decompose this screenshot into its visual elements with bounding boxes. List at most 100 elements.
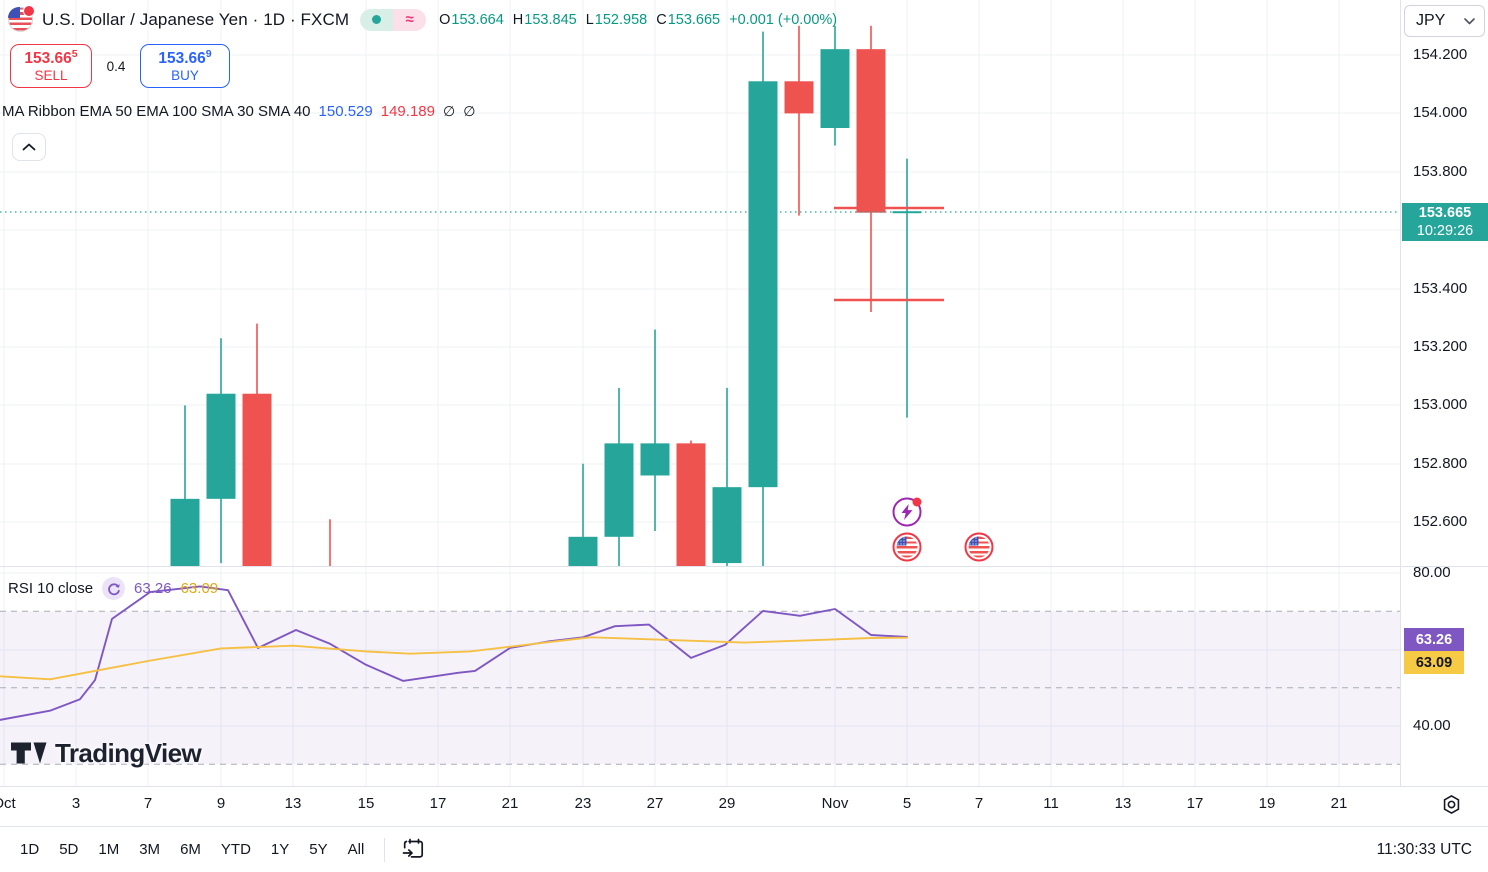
range-buttons: 1D 5D 1M 3M 6M YTD 1Y 5Y All xyxy=(10,836,374,863)
axis-settings-icon[interactable] xyxy=(1441,794,1462,820)
time-tick-label: 13 xyxy=(1114,795,1132,812)
candle-body[interactable] xyxy=(712,487,742,564)
range-button-5y[interactable]: 5Y xyxy=(299,836,337,863)
symbol-flag-icon[interactable] xyxy=(8,5,35,32)
price-axis[interactable]: JPY 154.200 154.000 153.800 153.400 153.200 1… xyxy=(1401,0,1488,786)
toolbar-divider xyxy=(384,837,386,862)
buy-price: 153.66 xyxy=(158,50,206,68)
time-axis[interactable]: Oct 3 7 9 13 15 17 21 23 27 29 Nov 5 7 11 13 17 19 21 xyxy=(0,787,1488,826)
price-axis-border xyxy=(1400,0,1401,786)
close-label: C xyxy=(656,11,667,28)
range-button-1d[interactable]: 1D xyxy=(10,836,49,863)
price-tick-label: 154.000 xyxy=(1413,104,1468,121)
candle-body[interactable] xyxy=(820,49,850,128)
rsi-legend: RSI 10 close 63.26 63.09 xyxy=(8,577,218,600)
candle-body[interactable] xyxy=(784,81,814,114)
price-tick-label: 154.200 xyxy=(1413,46,1468,63)
rsi-tick-label: 40.00 xyxy=(1413,717,1451,734)
economic-event-flag-icon[interactable] xyxy=(892,532,922,562)
range-button-all[interactable]: All xyxy=(338,836,375,863)
rsi-pane[interactable]: RSI 10 close 63.26 63.09 TradingView xyxy=(0,566,1400,786)
range-button-1m[interactable]: 1M xyxy=(88,836,129,863)
time-tick-label: 11 xyxy=(1043,795,1059,812)
ma-ribbon-null-1: ∅ xyxy=(442,103,456,119)
rsi-value-badge: 63.26 xyxy=(1404,628,1464,651)
ohlc-readout: O153.664 H153.845 L152.958 C153.665 +0.0… xyxy=(439,12,837,28)
range-button-5d[interactable]: 5D xyxy=(49,836,88,863)
price-tick-label: 153.800 xyxy=(1413,163,1468,180)
rsi-tick-label: 80.00 xyxy=(1413,564,1451,581)
time-tick-label: 17 xyxy=(1186,795,1204,812)
price-tick-label: 153.200 xyxy=(1413,338,1468,355)
chevron-down-icon xyxy=(1464,17,1475,24)
current-price-badge: 153.665 10:29:26 xyxy=(1402,203,1488,241)
high-value: 153.845 xyxy=(524,11,577,28)
candle-body[interactable] xyxy=(170,498,200,566)
time-tick-label: Oct xyxy=(0,795,16,812)
candle-body[interactable] xyxy=(568,536,598,566)
tradingview-logo[interactable]: TradingView xyxy=(10,738,202,769)
collapse-legend-button[interactable] xyxy=(12,133,46,161)
candle-body[interactable] xyxy=(206,393,236,499)
low-value: 152.958 xyxy=(594,11,648,28)
tradingview-wordmark: TradingView xyxy=(55,738,202,768)
ma-ribbon-value-2: 149.189 xyxy=(380,103,435,120)
range-button-3m[interactable]: 3M xyxy=(129,836,170,863)
candle-body[interactable] xyxy=(856,49,886,213)
candle-body[interactable] xyxy=(748,81,778,488)
calendar-arrow-icon xyxy=(402,838,424,858)
time-tick-label: Nov xyxy=(821,795,849,812)
candle-body[interactable] xyxy=(604,443,634,537)
sell-price: 153.66 xyxy=(24,50,72,68)
candlestick-chart xyxy=(0,0,1400,566)
sell-price-pip: 5 xyxy=(71,48,78,61)
range-button-6m[interactable]: 6M xyxy=(170,836,211,863)
economic-event-flash-icon[interactable] xyxy=(892,497,922,527)
price-tick-label: 152.800 xyxy=(1413,455,1468,472)
candle-body[interactable] xyxy=(892,211,922,214)
rsi-label: RSI 10 close xyxy=(8,580,94,597)
sell-label: SELL xyxy=(34,68,68,84)
close-value: 153.665 xyxy=(667,11,721,28)
candle-body[interactable] xyxy=(676,443,706,566)
market-status-toggle[interactable]: ≈ xyxy=(360,8,427,31)
price-tick-label: 153.400 xyxy=(1413,280,1468,297)
time-tick-label: 21 xyxy=(501,795,519,812)
buy-button[interactable]: 153.669 BUY xyxy=(140,44,230,88)
buy-price-pip: 9 xyxy=(205,48,212,61)
rsi-ma-value-badge: 63.09 xyxy=(1404,651,1464,674)
time-tick-label: 17 xyxy=(429,795,447,812)
time-tick-label: 7 xyxy=(143,795,153,812)
candle-body[interactable] xyxy=(242,393,272,566)
range-button-1y[interactable]: 1Y xyxy=(261,836,299,863)
status-dot-icon xyxy=(372,15,382,24)
time-tick-label: 3 xyxy=(71,795,81,812)
ma-ribbon-null-2: ∅ xyxy=(463,103,476,119)
rsi-refresh-icon[interactable] xyxy=(102,577,126,600)
rsi-series-rsi-ma xyxy=(0,636,908,681)
economic-event-flag-icon[interactable] xyxy=(964,532,994,562)
range-button-ytd[interactable]: YTD xyxy=(211,836,261,863)
pane-separator[interactable] xyxy=(0,566,1488,567)
ma-ribbon-legend[interactable]: MA Ribbon EMA 50 EMA 100 SMA 30 SMA 40 1… xyxy=(2,103,475,120)
open-label: O xyxy=(439,11,451,28)
buy-label: BUY xyxy=(171,68,199,84)
candle-body[interactable] xyxy=(640,443,670,476)
current-price: 153.665 xyxy=(1418,204,1472,221)
symbol-title[interactable]: U.S. Dollar / Japanese Yen · 1D · FXCM xyxy=(42,9,350,29)
change-value: +0.001 (+0.00%) xyxy=(729,11,838,28)
ma-ribbon-value-1: 150.529 xyxy=(318,103,373,120)
go-to-date-button[interactable] xyxy=(395,834,432,866)
rsi-ma-value: 63.09 xyxy=(180,580,219,597)
trade-panel: 153.665 SELL 0.4 153.669 BUY xyxy=(10,44,230,88)
time-tick-label: 29 xyxy=(718,795,736,812)
sell-button[interactable]: 153.665 SELL xyxy=(10,44,92,88)
time-tick-label: 7 xyxy=(974,795,984,812)
currency-dropdown[interactable]: JPY xyxy=(1404,5,1485,37)
time-tick-label: 27 xyxy=(646,795,664,812)
utc-clock[interactable]: 11:30:33 UTC xyxy=(1376,840,1472,858)
price-chart-pane[interactable] xyxy=(0,0,1400,566)
toolbar-border xyxy=(0,826,1488,827)
time-tick-label: 21 xyxy=(1330,795,1348,812)
